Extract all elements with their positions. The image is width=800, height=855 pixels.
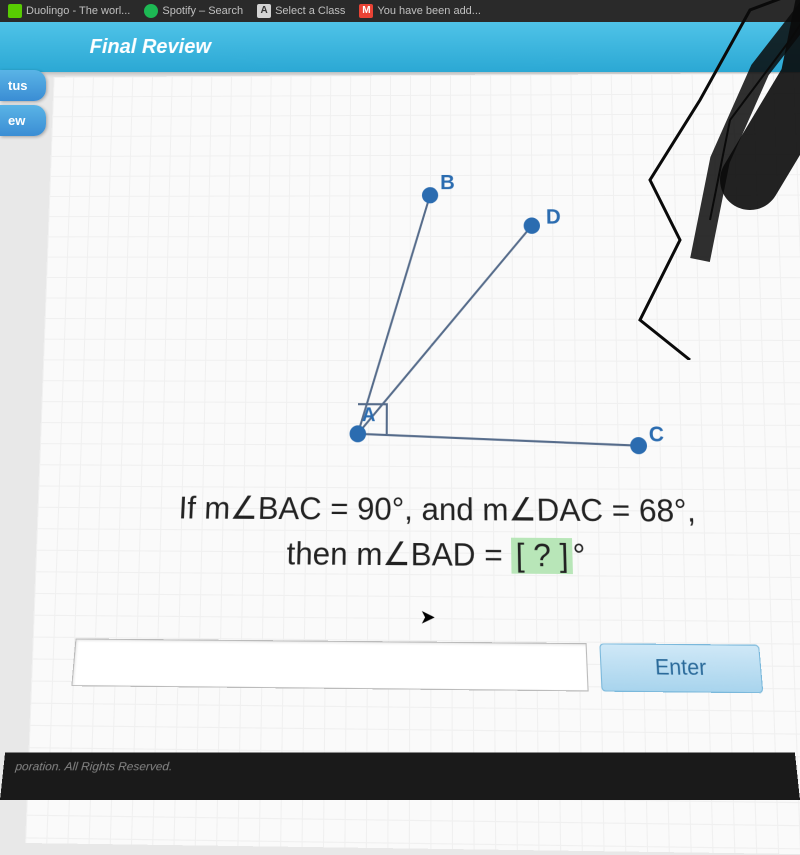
content-area: A B D C If m∠BAC = 90°, and m∠DAC = 68°,… — [25, 73, 800, 854]
bookmark-label: You have been add... — [377, 5, 481, 17]
bookmark-label: Spotify – Search — [162, 5, 243, 17]
point-label-a: A — [362, 404, 376, 425]
gmail-icon: M — [359, 4, 373, 18]
answer-row: Enter — [71, 638, 763, 693]
answer-blank: [ ? ] — [511, 538, 573, 574]
footer: poration. All Rights Reserved. — [0, 752, 800, 800]
side-tab[interactable]: ew — [0, 105, 46, 136]
class-icon: A — [257, 4, 271, 18]
point-label-b: B — [440, 172, 455, 195]
cursor-icon: ➤ — [420, 606, 436, 629]
side-nav: tus ew — [0, 70, 46, 140]
enter-button[interactable]: Enter — [599, 643, 763, 693]
question-text: If m∠BAC = 90°, and m∠DAC = 68°, then m∠… — [95, 486, 781, 581]
bookmark-item[interactable]: Duolingo - The worl... — [8, 4, 131, 18]
page-title: Final Review — [90, 35, 212, 58]
side-tab[interactable]: tus — [0, 70, 46, 101]
answer-input[interactable] — [71, 638, 588, 691]
bookmark-item[interactable]: M You have been add... — [359, 4, 481, 18]
question-line2-post: ° — [572, 538, 586, 574]
duolingo-icon — [8, 4, 22, 18]
page-header: Final Review — [0, 22, 800, 72]
footer-text: poration. All Rights Reserved. — [15, 760, 173, 773]
spotify-icon — [144, 4, 158, 18]
bookmarks-bar: Duolingo - The worl... Spotify – Search … — [0, 0, 800, 22]
point-label-c: C — [649, 423, 665, 447]
bookmark-item[interactable]: Spotify – Search — [144, 4, 243, 18]
bookmark-label: Duolingo - The worl... — [26, 5, 130, 17]
question-line1: If m∠BAC = 90°, and m∠DAC = 68°, — [178, 491, 697, 529]
geometry-diagram: A B D C — [192, 134, 692, 489]
point-label-d: D — [546, 206, 561, 229]
bookmark-label: Select a Class — [275, 5, 345, 17]
question-line2-pre: then m∠BAD = — [286, 536, 512, 573]
bookmark-item[interactable]: A Select a Class — [257, 4, 345, 18]
